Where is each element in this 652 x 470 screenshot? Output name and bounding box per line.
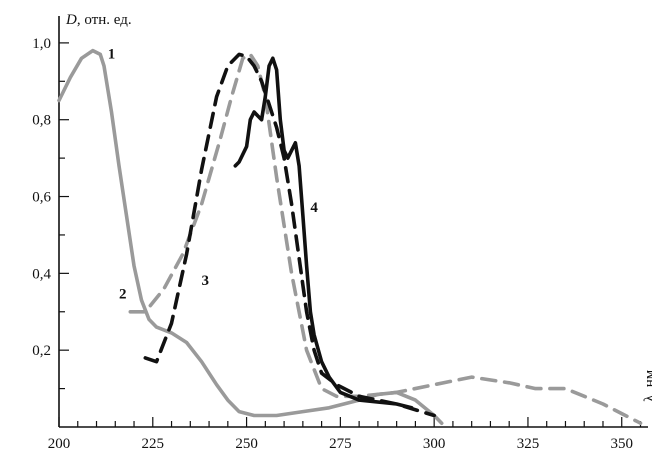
series-line-3 <box>143 52 436 418</box>
x-tick-label: 325 <box>517 436 540 452</box>
y-tick-label: 0,4 <box>32 266 51 282</box>
series-label-3: 3 <box>202 273 210 289</box>
y-tick-label: 0,8 <box>32 113 51 129</box>
x-tick-label: 225 <box>142 436 165 452</box>
series-label-2: 2 <box>119 286 127 302</box>
x-tick-label: 300 <box>423 436 446 452</box>
series-line-1 <box>57 48 444 425</box>
curves <box>57 48 643 425</box>
series-line-4 <box>233 56 414 410</box>
x-tick-label: 275 <box>329 436 352 452</box>
series-label-1: 1 <box>108 46 116 62</box>
x-tick-label: 250 <box>235 436 258 452</box>
series-label-4: 4 <box>310 200 318 216</box>
series-line-2 <box>128 52 643 425</box>
y-axis-label: D, отн. ед. <box>65 12 132 28</box>
labels: 1 2 3 4 <box>108 46 319 302</box>
y-tick-label: 1,0 <box>32 36 51 52</box>
y-axis-variable: D <box>65 12 77 28</box>
x-tick-label: 200 <box>48 436 71 452</box>
y-tick-label: 0,6 <box>32 190 51 206</box>
y-tick-label: 0,2 <box>32 343 51 359</box>
axes: 200 225 250 275 300 325 350 0,2 0,4 0,6 0,8 1,0 <box>32 16 648 452</box>
y-axis-unit: , отн. ед. <box>77 12 132 28</box>
x-axis-label: λ, нм <box>642 369 652 402</box>
x-tick-label: 350 <box>610 436 633 452</box>
